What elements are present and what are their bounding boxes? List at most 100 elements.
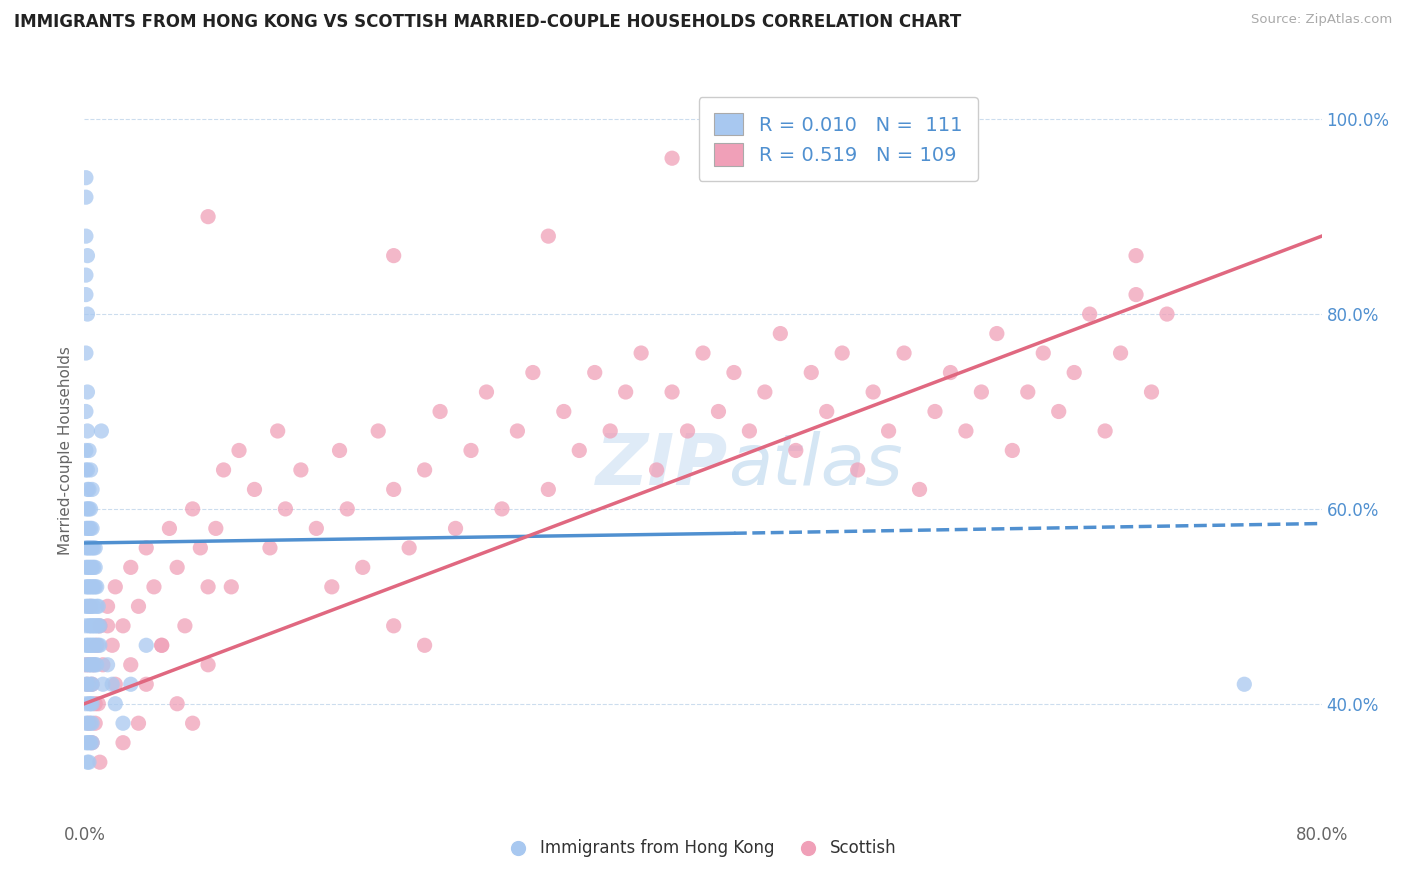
Point bbox=[79, 677, 101, 691]
Point bbox=[79, 580, 101, 594]
Point bbox=[522, 366, 544, 380]
Point bbox=[75, 170, 97, 185]
Point bbox=[831, 346, 853, 360]
Point bbox=[77, 638, 100, 652]
Point bbox=[75, 638, 97, 652]
Point bbox=[305, 521, 328, 535]
Point bbox=[599, 424, 621, 438]
Point bbox=[83, 580, 105, 594]
Point bbox=[84, 657, 107, 672]
Point bbox=[83, 599, 105, 614]
Point bbox=[79, 502, 101, 516]
Point bbox=[537, 229, 560, 244]
Point bbox=[815, 404, 838, 418]
Point bbox=[112, 736, 135, 750]
Point bbox=[104, 677, 127, 691]
Point bbox=[382, 249, 405, 263]
Point bbox=[197, 210, 219, 224]
Point bbox=[82, 657, 104, 672]
Point bbox=[89, 619, 111, 633]
Point bbox=[1125, 287, 1147, 301]
Point bbox=[135, 541, 157, 555]
Point bbox=[79, 541, 101, 555]
Point bbox=[101, 638, 124, 652]
Point bbox=[76, 599, 98, 614]
Point bbox=[475, 384, 498, 399]
Point bbox=[84, 560, 107, 574]
Point bbox=[75, 599, 97, 614]
Point bbox=[769, 326, 792, 341]
Point bbox=[101, 677, 124, 691]
Point bbox=[707, 404, 730, 418]
Point bbox=[77, 619, 100, 633]
Point bbox=[77, 560, 100, 574]
Point bbox=[188, 541, 211, 555]
Point bbox=[166, 560, 188, 574]
Point bbox=[1047, 404, 1070, 418]
Point bbox=[75, 716, 97, 731]
Point bbox=[181, 716, 204, 731]
Text: ZIP: ZIP bbox=[596, 431, 728, 500]
Point bbox=[444, 521, 467, 535]
Point bbox=[367, 424, 389, 438]
Point bbox=[84, 716, 107, 731]
Point bbox=[738, 424, 761, 438]
Text: Source: ZipAtlas.com: Source: ZipAtlas.com bbox=[1251, 13, 1392, 27]
Point bbox=[77, 697, 100, 711]
Point bbox=[1109, 346, 1132, 360]
Point bbox=[1001, 443, 1024, 458]
Point bbox=[89, 755, 111, 769]
Point bbox=[1032, 346, 1054, 360]
Point bbox=[82, 736, 104, 750]
Point bbox=[328, 443, 352, 458]
Point bbox=[181, 502, 204, 516]
Point bbox=[75, 657, 97, 672]
Point bbox=[267, 424, 290, 438]
Point bbox=[754, 384, 776, 399]
Point bbox=[83, 619, 105, 633]
Point bbox=[79, 599, 101, 614]
Point bbox=[75, 229, 97, 244]
Point bbox=[970, 384, 993, 399]
Point bbox=[259, 541, 281, 555]
Point bbox=[143, 580, 166, 594]
Point bbox=[76, 580, 98, 594]
Text: IMMIGRANTS FROM HONG KONG VS SCOTTISH MARRIED-COUPLE HOUSEHOLDS CORRELATION CHAR: IMMIGRANTS FROM HONG KONG VS SCOTTISH MA… bbox=[14, 13, 962, 31]
Point bbox=[800, 366, 823, 380]
Point bbox=[86, 599, 108, 614]
Point bbox=[76, 736, 98, 750]
Point bbox=[174, 619, 197, 633]
Point bbox=[1125, 249, 1147, 263]
Point bbox=[96, 619, 118, 633]
Point bbox=[76, 541, 98, 555]
Point bbox=[87, 697, 110, 711]
Point bbox=[82, 599, 104, 614]
Point bbox=[212, 463, 235, 477]
Point bbox=[104, 697, 127, 711]
Point bbox=[661, 151, 683, 165]
Point bbox=[1063, 366, 1085, 380]
Point bbox=[924, 404, 946, 418]
Point bbox=[75, 697, 97, 711]
Point bbox=[75, 404, 97, 418]
Point bbox=[77, 657, 100, 672]
Point bbox=[75, 502, 97, 516]
Point bbox=[77, 755, 100, 769]
Point bbox=[75, 736, 97, 750]
Point bbox=[87, 599, 110, 614]
Point bbox=[91, 657, 114, 672]
Point bbox=[79, 657, 101, 672]
Point bbox=[908, 483, 931, 497]
Point bbox=[86, 638, 108, 652]
Point bbox=[568, 443, 591, 458]
Point bbox=[1156, 307, 1178, 321]
Point bbox=[413, 463, 436, 477]
Point bbox=[79, 638, 101, 652]
Point bbox=[120, 657, 142, 672]
Point bbox=[77, 521, 100, 535]
Point bbox=[846, 463, 869, 477]
Point bbox=[429, 404, 451, 418]
Point bbox=[82, 560, 104, 574]
Point bbox=[82, 483, 104, 497]
Point bbox=[96, 657, 118, 672]
